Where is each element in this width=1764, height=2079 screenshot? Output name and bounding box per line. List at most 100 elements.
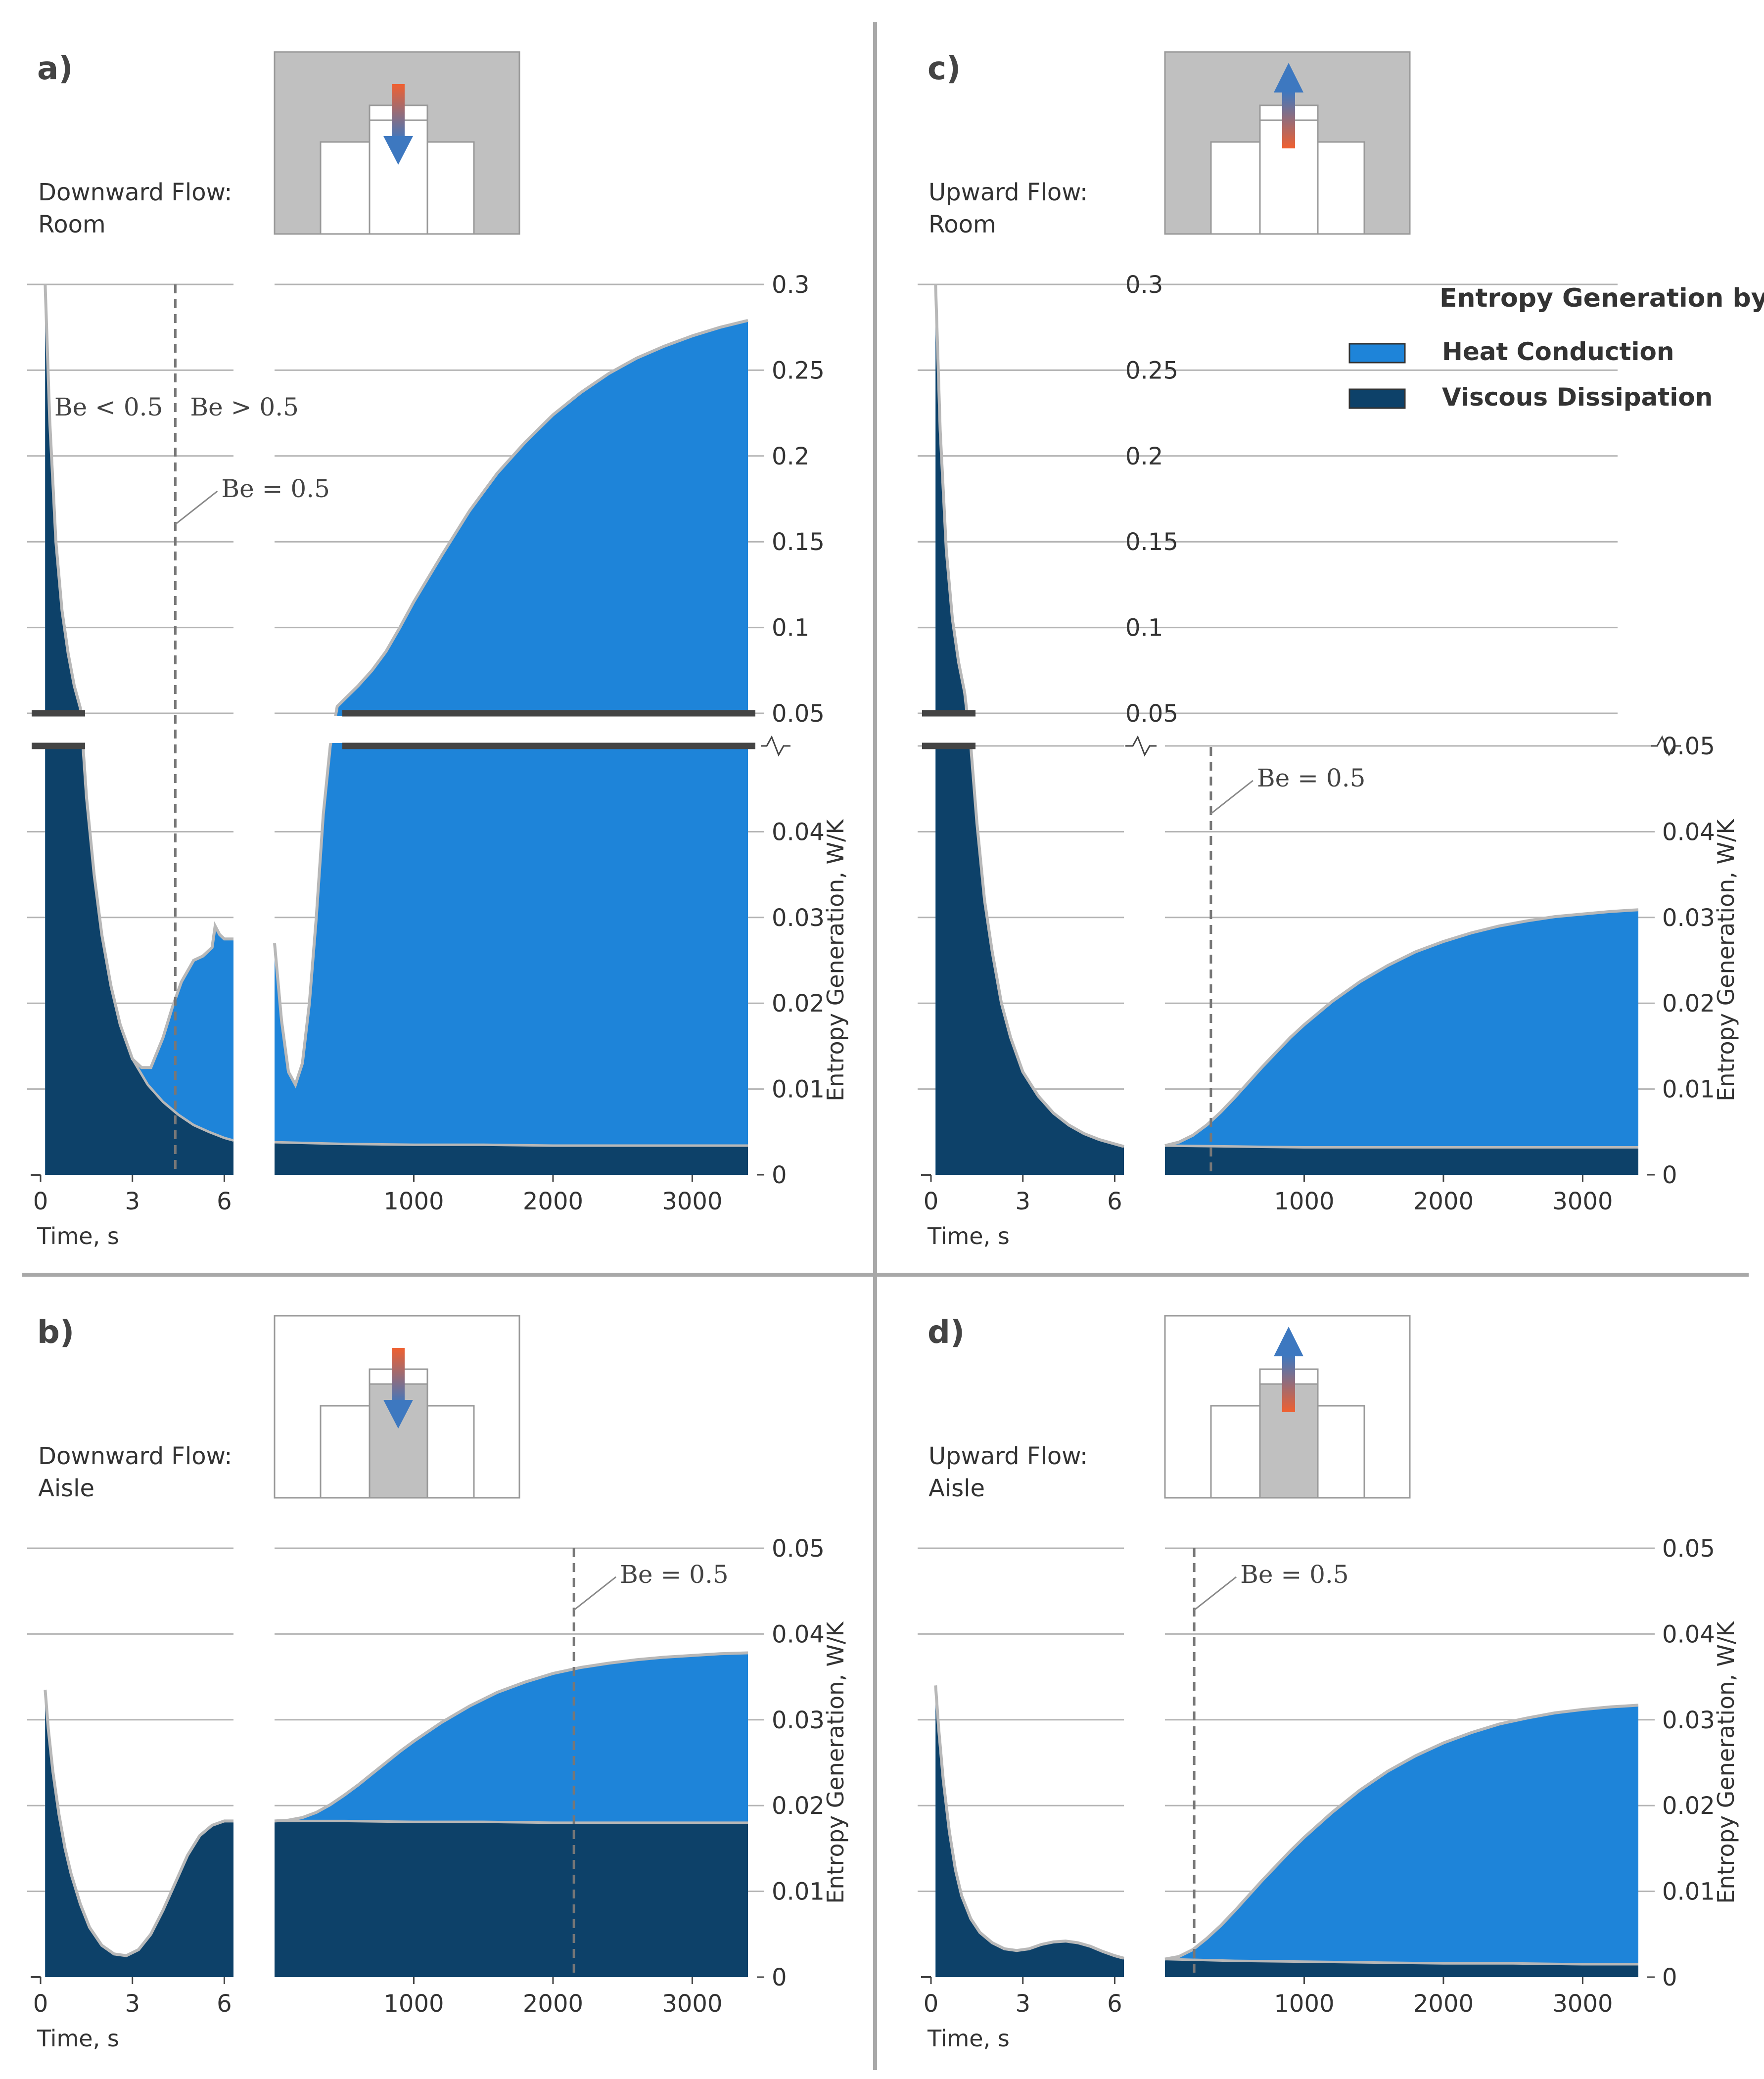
axis-break-icon <box>761 735 790 757</box>
flow-schematic <box>1164 51 1411 235</box>
arrow-up-icon <box>1274 1327 1303 1356</box>
flow-title-line2: Aisle <box>38 1475 94 1502</box>
axis-break <box>20 710 790 757</box>
x-tick-label-left: 3 <box>1015 1990 1030 2018</box>
y-tick-label: 0.05 <box>1662 1535 1715 1563</box>
viscous-dissipation-area-left <box>45 284 234 1175</box>
x-tick-label-right: 2000 <box>523 1990 583 2018</box>
be-leader-line <box>175 490 218 525</box>
x-tick-label-left: 3 <box>125 1188 140 1215</box>
panel-d: d) Upward Flow: Aisle 0.05 0.04 0.03 0.02 0.01 0… <box>918 1314 1739 2052</box>
total-entropy-line-left <box>44 284 233 1069</box>
flow-title-line1: Downward Flow: <box>38 1442 232 1470</box>
y-tick-label-upper: 0.2 <box>1125 443 1163 470</box>
be-equal-label: Be = 0.5 <box>1257 764 1366 792</box>
be-equal-label: Be = 0.5 <box>620 1560 729 1589</box>
y-tick-label: 0.04 <box>1662 818 1715 846</box>
panel-b: b) Downward Flow: Aisle 0.05 0.04 0.03 0.02 0.0… <box>27 1314 849 2052</box>
flow-arrow-shaft <box>392 84 405 141</box>
x-tick-label-right: 1000 <box>383 1990 444 2018</box>
y-tick-label: 0.05 <box>772 1535 825 1563</box>
x-axis-title: Time, s <box>927 1223 1010 1249</box>
y-tick-label: 0.02 <box>772 1792 825 1820</box>
heat-conduction-area-right <box>1165 1705 1638 1977</box>
x-axis-title: Time, s <box>37 1223 119 1249</box>
y-tick-label-upper: 0.15 <box>1125 528 1178 556</box>
viscous-dissipation-line-right <box>1164 1144 1638 1149</box>
flow-title-line2: Aisle <box>928 1475 985 1502</box>
y-tick-label: 0.15 <box>772 528 825 556</box>
x-tick-label-right: 1000 <box>383 1188 444 1215</box>
total-entropy-line-right <box>1164 908 1639 1147</box>
arrow-down-icon <box>383 1400 413 1429</box>
legend-swatch <box>1348 343 1406 364</box>
axis-break-icon <box>1651 735 1681 757</box>
arrow-up-icon <box>1274 63 1303 92</box>
x-tick-label-left: 0 <box>924 1188 939 1215</box>
y-tick-label: 0.02 <box>1662 990 1715 1017</box>
panel-label: b) <box>37 1314 74 1351</box>
y-tick-label: 0.2 <box>772 443 809 470</box>
y-tick-label: 0.03 <box>1662 904 1715 932</box>
flow-arrow-shaft <box>1282 92 1295 148</box>
be-leader-line <box>1210 780 1253 815</box>
be-greater-label: Be > 0.5 <box>190 393 299 421</box>
y-tick-label: 0.1 <box>772 614 809 642</box>
flow-title-line2: Room <box>928 211 996 238</box>
viscous-dissipation-area-right <box>275 1821 748 1977</box>
flow-schematic <box>274 1315 520 1499</box>
x-tick-label-right: 3000 <box>1552 1188 1613 1215</box>
y-tick-label: 0.02 <box>1662 1792 1715 1820</box>
total-entropy-line-left <box>934 284 1124 1148</box>
legend-item-label: Heat Conduction <box>1442 337 1674 366</box>
legend-swatch <box>1348 388 1406 409</box>
y-axis-title: Entropy Generation, W/K <box>1713 818 1739 1101</box>
be-less-label: Be < 0.5 <box>54 393 163 421</box>
y-tick-label: 0.01 <box>772 1878 825 1906</box>
x-tick-label-right: 1000 <box>1274 1990 1334 2018</box>
y-tick-label-upper: 0.3 <box>1125 271 1163 299</box>
panel-label: c) <box>928 50 961 87</box>
y-tick-label: 0.05 <box>772 700 825 728</box>
x-tick-label-left: 6 <box>1107 1990 1122 2018</box>
flow-schematic <box>1164 1315 1411 1499</box>
flow-title-line1: Downward Flow: <box>38 179 232 206</box>
flow-title-line1: Upward Flow: <box>928 1442 1088 1470</box>
legend-item-label: Viscous Dissipation <box>1442 383 1713 412</box>
y-axis-title: Entropy Generation, W/K <box>822 818 849 1101</box>
x-tick-label-right: 2000 <box>1413 1990 1474 2018</box>
legend-title: Entropy Generation by: <box>1439 283 1764 313</box>
y-tick-label: 0.01 <box>772 1076 825 1104</box>
legend: Entropy Generation by: Heat Conduction Vis… <box>1348 283 1764 412</box>
flow-arrow-shaft <box>392 1348 405 1405</box>
y-tick-label: 0 <box>772 1964 787 1991</box>
total-entropy-line-right <box>274 1651 748 1823</box>
be-equal-label: Be = 0.5 <box>221 474 330 503</box>
y-tick-label: 0.05 <box>1662 733 1715 760</box>
x-tick-label-right: 2000 <box>523 1188 583 1215</box>
flow-title-line1: Upward Flow: <box>928 179 1088 206</box>
viscous-dissipation-line-right <box>1164 1958 1638 1966</box>
y-tick-label: 0 <box>1662 1964 1677 1991</box>
y-tick-label-upper: 0.1 <box>1125 614 1163 642</box>
axis-break-gap <box>20 716 782 743</box>
y-tick-label-upper: 0.25 <box>1125 357 1178 384</box>
panel-c: c) Upward Flow: Room 0.3 0.25 0.2 0.15 0.1 0.05 0… <box>910 50 1739 1249</box>
viscous-dissipation-line-right <box>274 1141 748 1147</box>
panel-label: d) <box>928 1314 965 1351</box>
x-tick-label-left: 6 <box>217 1990 232 2018</box>
x-tick-label-right: 1000 <box>1274 1188 1334 1215</box>
x-tick-label-right: 2000 <box>1413 1188 1474 1215</box>
y-tick-label: 0.04 <box>1662 1620 1715 1648</box>
y-tick-label: 0.04 <box>772 1620 825 1648</box>
x-tick-label-left: 0 <box>33 1990 48 2018</box>
x-tick-label-left: 6 <box>217 1188 232 1215</box>
x-axis-title: Time, s <box>927 2025 1010 2052</box>
x-tick-label-right: 3000 <box>662 1990 722 2018</box>
panel-a: a) Downward Flow: Room 0.3 0.25 0.2 0.15 0.1 0.0… <box>20 50 849 1249</box>
viscous-dissipation-line-right <box>275 1819 748 1824</box>
axis-break <box>910 710 1681 757</box>
x-tick-label-right: 3000 <box>1552 1990 1613 2018</box>
viscous-dissipation-area-left <box>45 1690 234 1977</box>
